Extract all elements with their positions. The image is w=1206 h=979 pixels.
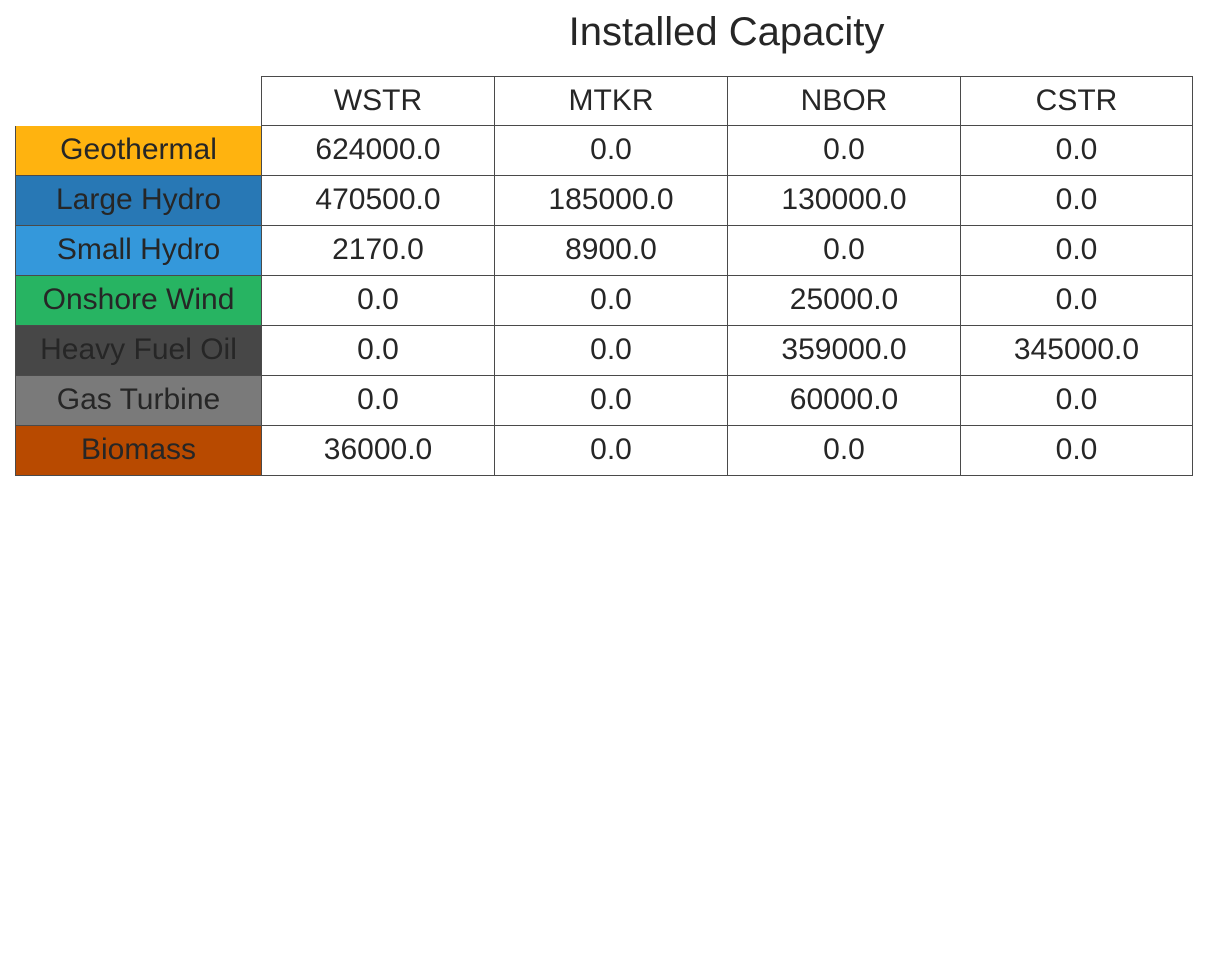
- table-cell: 470500.0: [262, 176, 495, 226]
- table-header-row: WSTR MTKR NBOR CSTR: [15, 76, 1193, 126]
- table-cell: 0.0: [262, 276, 495, 326]
- table-cell: 0.0: [728, 226, 961, 276]
- table-row: Gas Turbine 0.0 0.0 60000.0 0.0: [15, 376, 1193, 426]
- table-cell: 0.0: [728, 426, 961, 476]
- table-row: Small Hydro 2170.0 8900.0 0.0 0.0: [15, 226, 1193, 276]
- table-cell: 345000.0: [961, 326, 1193, 376]
- table-cell: 0.0: [961, 276, 1193, 326]
- row-label: Geothermal: [15, 126, 262, 176]
- chart-title: Installed Capacity: [262, 8, 1191, 56]
- row-label: Large Hydro: [15, 176, 262, 226]
- table-cell: 359000.0: [728, 326, 961, 376]
- table-cell: 130000.0: [728, 176, 961, 226]
- table-cell: 624000.0: [262, 126, 495, 176]
- table-cell: 36000.0: [262, 426, 495, 476]
- table-cell: 0.0: [495, 426, 728, 476]
- table-cell: 0.0: [961, 376, 1193, 426]
- table-cell: 2170.0: [262, 226, 495, 276]
- column-header: WSTR: [262, 76, 495, 126]
- row-label: Small Hydro: [15, 226, 262, 276]
- table-cell: 0.0: [961, 176, 1193, 226]
- table-cell: 0.0: [961, 426, 1193, 476]
- row-label: Onshore Wind: [15, 276, 262, 326]
- table-cell: 0.0: [961, 126, 1193, 176]
- column-header: CSTR: [961, 76, 1193, 126]
- table-cell: 0.0: [262, 376, 495, 426]
- table-corner: [15, 76, 262, 126]
- row-label: Heavy Fuel Oil: [15, 326, 262, 376]
- table-cell: 0.0: [495, 126, 728, 176]
- column-header: MTKR: [495, 76, 728, 126]
- table-cell: 185000.0: [495, 176, 728, 226]
- table-cell: 0.0: [728, 126, 961, 176]
- table-cell: 60000.0: [728, 376, 961, 426]
- capacity-table: WSTR MTKR NBOR CSTR Geothermal 624000.0 …: [15, 76, 1193, 476]
- table-cell: 0.0: [262, 326, 495, 376]
- table-row: Geothermal 624000.0 0.0 0.0 0.0: [15, 126, 1193, 176]
- table-row: Biomass 36000.0 0.0 0.0 0.0: [15, 426, 1193, 476]
- table-cell: 25000.0: [728, 276, 961, 326]
- row-label: Gas Turbine: [15, 376, 262, 426]
- table-row: Large Hydro 470500.0 185000.0 130000.0 0…: [15, 176, 1193, 226]
- table-row: Heavy Fuel Oil 0.0 0.0 359000.0 345000.0: [15, 326, 1193, 376]
- table-cell: 0.0: [495, 376, 728, 426]
- table-row: Onshore Wind 0.0 0.0 25000.0 0.0: [15, 276, 1193, 326]
- table-cell: 8900.0: [495, 226, 728, 276]
- table-cell: 0.0: [495, 276, 728, 326]
- row-label: Biomass: [15, 426, 262, 476]
- column-header: NBOR: [728, 76, 961, 126]
- table-cell: 0.0: [961, 226, 1193, 276]
- table-cell: 0.0: [495, 326, 728, 376]
